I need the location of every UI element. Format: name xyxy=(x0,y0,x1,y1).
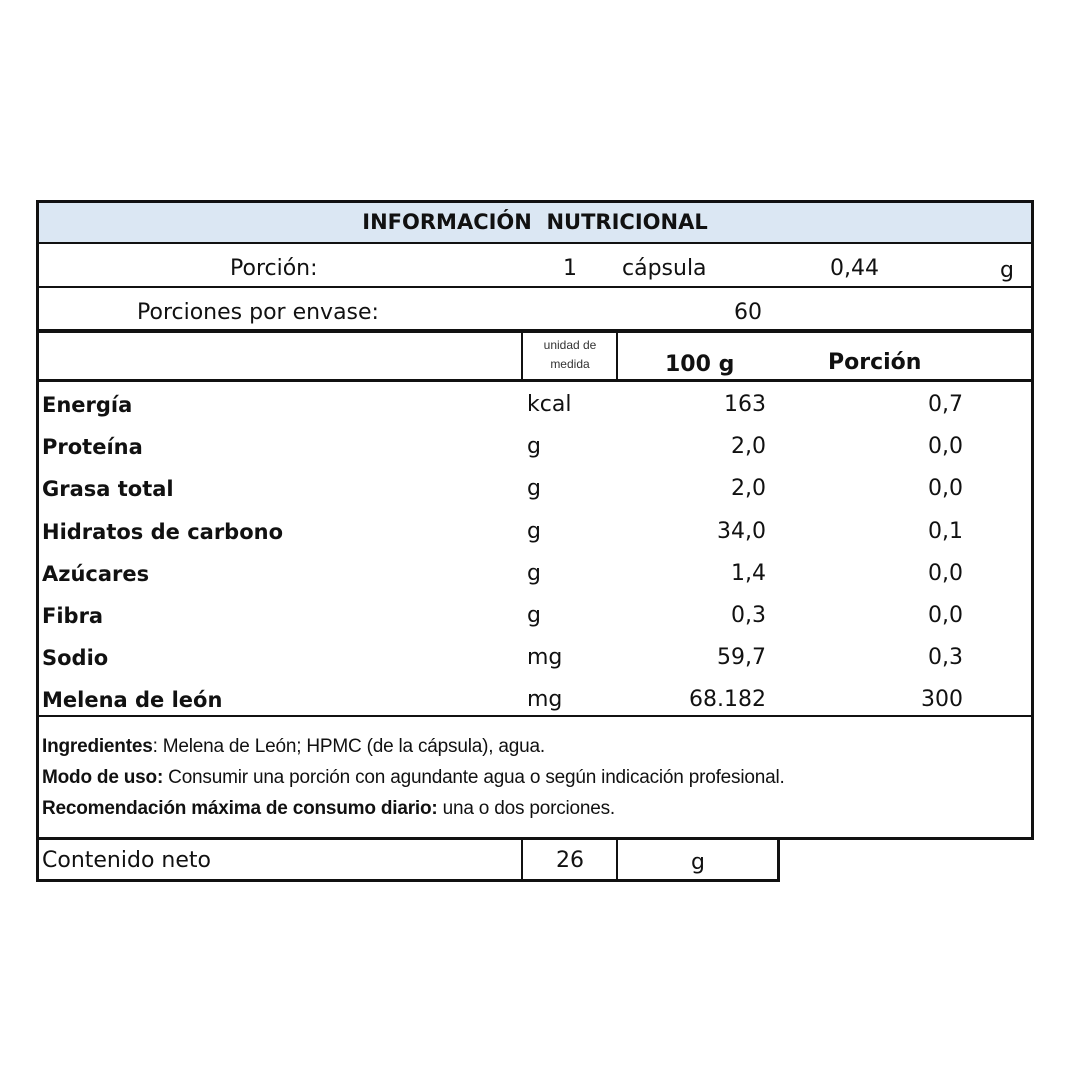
nutrient-per-portion: 0,1 xyxy=(928,518,963,544)
ingredients-line: Ingredientes: Melena de León; HPMC (de l… xyxy=(42,736,545,757)
nutrient-per-100g: 34,0 xyxy=(717,518,766,544)
nutrient-per-portion: 0,0 xyxy=(928,476,963,502)
title-band xyxy=(36,200,1034,243)
nutrient-unit: kcal xyxy=(527,392,572,417)
nutrient-unit: g xyxy=(527,603,541,628)
servings-label: Porciones por envase: xyxy=(137,300,379,325)
nutrient-name: Proteína xyxy=(42,435,143,460)
table-title: INFORMACIÓN NUTRICIONAL xyxy=(362,210,708,234)
nutrient-unit: g xyxy=(527,434,541,460)
nutrient-per-portion: 0,0 xyxy=(928,603,963,628)
unit-column-header: unidad de medida xyxy=(543,338,597,371)
nutrient-per-100g: 59,7 xyxy=(717,645,766,671)
nutrient-name: Grasa total xyxy=(42,477,174,502)
portion-label: Porción: xyxy=(230,256,318,281)
nutrient-name: Melena de león xyxy=(42,688,223,713)
nutrient-unit: mg xyxy=(527,687,563,713)
nutrient-per-portion: 0,0 xyxy=(928,434,963,460)
max-intake-line: Recomendación máxima de consumo diario: … xyxy=(42,798,616,819)
nutrient-per-portion: 0,7 xyxy=(928,392,963,417)
portion-qty: 1 xyxy=(563,256,577,281)
nutrient-per-100g: 68.182 xyxy=(689,687,766,713)
net-content-box xyxy=(36,837,780,882)
nutrient-unit: g xyxy=(527,476,541,502)
header-portion: Porción xyxy=(828,350,922,375)
nutrient-name: Hidratos de carbono xyxy=(42,519,284,544)
usage-line: Modo de uso: Consumir una porción con ag… xyxy=(42,767,785,788)
nutrient-name: Sodio xyxy=(42,646,109,671)
nutrient-per-100g: 163 xyxy=(724,392,766,417)
nutrient-unit: g xyxy=(527,560,541,586)
nutrient-per-portion: 300 xyxy=(921,687,963,713)
net-content-label: Contenido neto xyxy=(42,848,211,873)
nutrient-name: Energía xyxy=(42,393,133,417)
nutrient-unit: g xyxy=(527,518,541,544)
portion-weight-unit: g xyxy=(1000,258,1014,283)
nutrient-name: Azúcares xyxy=(42,561,150,586)
net-content-unit: g xyxy=(691,850,705,875)
nutrient-per-100g: 2,0 xyxy=(731,434,766,460)
nutrient-per-portion: 0,0 xyxy=(928,560,963,586)
net-content-value: 26 xyxy=(556,848,584,873)
nutrient-per-100g: 2,0 xyxy=(731,476,766,502)
nutrient-name: Fibra xyxy=(42,604,104,628)
header-100g: 100 g xyxy=(665,352,735,377)
nutrient-per-portion: 0,3 xyxy=(928,645,963,671)
nutrient-unit: mg xyxy=(527,645,563,671)
servings-value: 60 xyxy=(734,300,762,325)
nutrient-per-100g: 1,4 xyxy=(731,560,766,586)
portion-weight: 0,44 xyxy=(830,256,879,281)
nutrient-per-100g: 0,3 xyxy=(731,603,766,628)
portion-unit-name: cápsula xyxy=(622,256,707,281)
